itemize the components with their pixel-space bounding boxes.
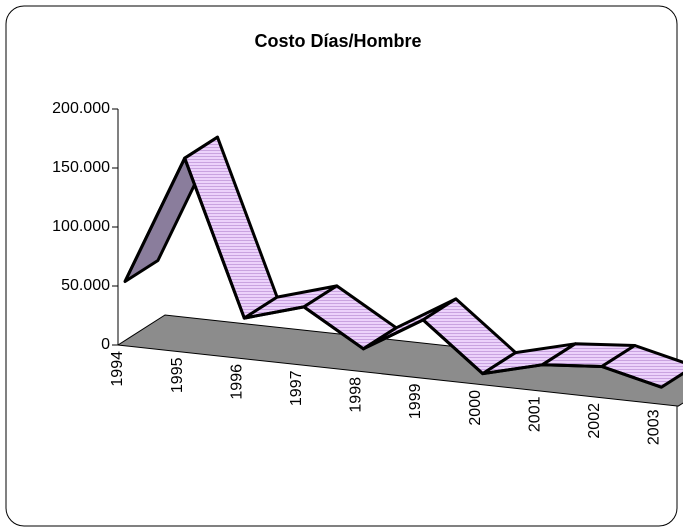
chart-title: Costo Días/Hombre [254, 31, 421, 51]
y-tick-label: 0 [101, 336, 110, 353]
y-tick-label: 100.000 [52, 218, 110, 235]
line [123, 156, 662, 389]
chart-frame [5, 5, 678, 527]
x-tick-label: 1997 [288, 370, 305, 406]
x-tick-label: 1998 [348, 377, 365, 413]
y-tick-label: 150.000 [52, 159, 110, 176]
y-tick-label: 200.000 [52, 100, 110, 117]
x-tick-label: 2003 [646, 409, 663, 445]
x-tick-label: 2001 [526, 396, 543, 432]
x-tick-label: 1995 [169, 357, 186, 393]
x-tick-label: 1996 [228, 364, 245, 400]
floor [116, 314, 683, 407]
x-tick-label: 1994 [109, 351, 126, 387]
x-tick-label: 2002 [586, 403, 603, 439]
x-tick-label: 2000 [467, 390, 484, 426]
x-tick-label: 1999 [407, 383, 424, 419]
y-tick-label: 50.000 [61, 277, 110, 294]
